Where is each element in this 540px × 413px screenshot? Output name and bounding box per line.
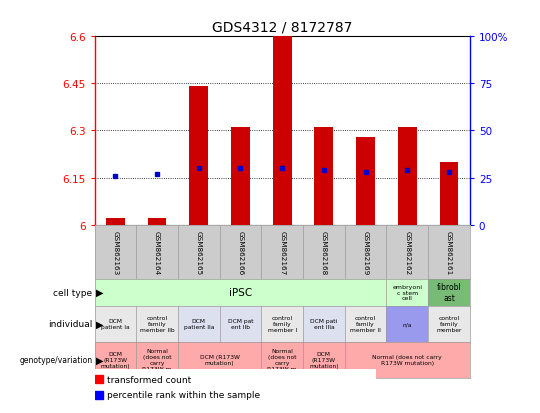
Text: n/a: n/a (402, 321, 412, 326)
Bar (190, 87, 208, 225)
Text: GSM862167: GSM862167 (279, 230, 285, 274)
Text: GSM862168: GSM862168 (321, 230, 327, 274)
Text: genotype/variation: genotype/variation (19, 355, 93, 364)
Bar (398, 128, 417, 225)
Text: Normal
(does not
carry
R173W m: Normal (does not carry R173W m (267, 349, 297, 371)
Text: DCM
patient Ia: DCM patient Ia (101, 318, 130, 329)
Text: GSM862161: GSM862161 (446, 230, 452, 274)
Text: embryoni
c stem
cell: embryoni c stem cell (392, 284, 422, 301)
Text: individual: individual (48, 319, 93, 328)
Text: ▶: ▶ (97, 287, 104, 297)
Text: DCM (R173W
mutation): DCM (R173W mutation) (200, 354, 240, 365)
Text: DCM
(R173W
mutation): DCM (R173W mutation) (309, 351, 339, 368)
Bar (106, 219, 125, 225)
Text: GSM862163: GSM862163 (112, 230, 118, 274)
Text: GSM862165: GSM862165 (195, 230, 202, 274)
Text: control
family
member IIb: control family member IIb (140, 316, 174, 332)
Bar (273, 37, 292, 225)
Text: control
family
member II: control family member II (350, 316, 381, 332)
Text: DCM
patient IIa: DCM patient IIa (184, 318, 214, 329)
Text: DCM pati
ent IIIa: DCM pati ent IIIa (310, 318, 338, 329)
Bar (356, 138, 375, 225)
Title: GDS4312 / 8172787: GDS4312 / 8172787 (212, 21, 352, 35)
Text: GSM862169: GSM862169 (362, 230, 369, 274)
Bar (231, 128, 250, 225)
Text: GSM862162: GSM862162 (404, 230, 410, 274)
Text: DCM pat
ent IIb: DCM pat ent IIb (228, 318, 253, 329)
Text: Normal (does not carry
R173W mutation): Normal (does not carry R173W mutation) (373, 354, 442, 365)
Text: transformed count: transformed count (107, 375, 191, 384)
Text: percentile rank within the sample: percentile rank within the sample (107, 390, 260, 399)
Text: cell type: cell type (53, 288, 93, 297)
Text: GSM862164: GSM862164 (154, 230, 160, 274)
Bar (314, 128, 333, 225)
Text: DCM
(R173W
mutation): DCM (R173W mutation) (100, 351, 130, 368)
Text: GSM862166: GSM862166 (238, 230, 244, 274)
Bar (147, 219, 166, 225)
Bar (440, 162, 458, 225)
Text: Normal
(does not
carry
R173W m: Normal (does not carry R173W m (143, 349, 172, 371)
Text: ▶: ▶ (97, 355, 104, 365)
Text: control
family
member I: control family member I (268, 316, 296, 332)
Text: control
family
member: control family member (436, 316, 462, 332)
Text: iPSC: iPSC (229, 287, 252, 297)
Text: fibrobl
ast: fibrobl ast (436, 283, 461, 302)
Text: ▶: ▶ (97, 319, 104, 329)
